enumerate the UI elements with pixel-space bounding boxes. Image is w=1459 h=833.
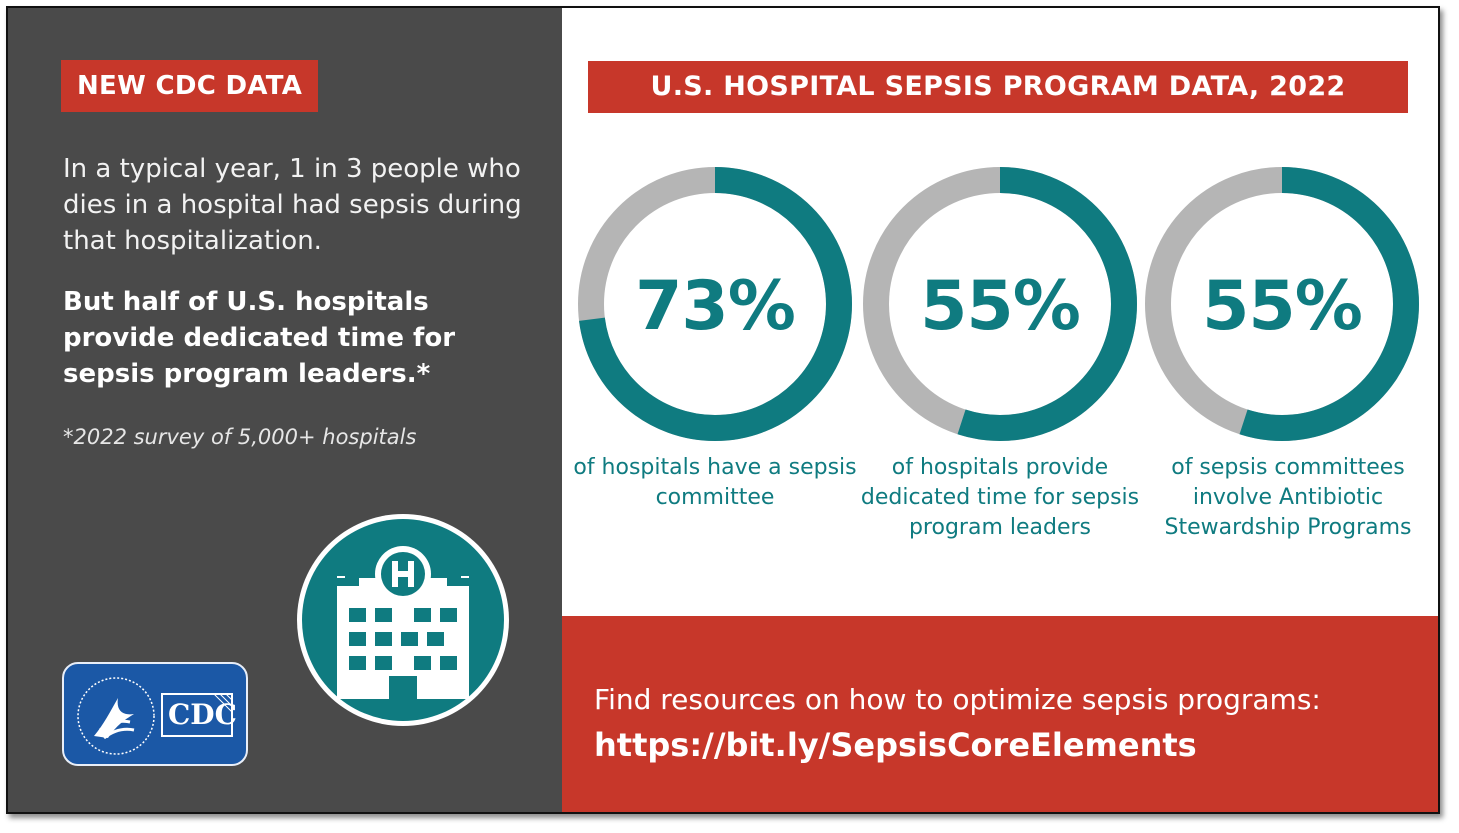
stat-label: of hospitals provide dedicated time for … (860, 455, 1140, 540)
section-title: U.S. HOSPITAL SEPSIS PROGRAM DATA, 2022 (588, 61, 1408, 113)
banner-text: Find resources on how to optimize sepsis… (594, 683, 1321, 716)
donut-progress (578, 167, 852, 441)
intro-text: In a typical year, 1 in 3 people who die… (63, 154, 522, 256)
donut-ring (863, 167, 1137, 441)
stat-label: of sepsis committees involve Antibiotic … (1164, 455, 1412, 540)
left-panel: NEW CDC DATA In a typical year, 1 in 3 p… (8, 8, 562, 812)
stat-committees-antibiotic-stewardship: 55% (1142, 164, 1422, 444)
infographic: NEW CDC DATA In a typical year, 1 in 3 p… (6, 6, 1440, 814)
stat-label: of hospitals have a sepsis committee (573, 455, 857, 510)
donut-progress (863, 167, 1137, 441)
stat-hospitals-sepsis-committee: 73% (575, 164, 855, 444)
hospital-badge (297, 514, 509, 726)
hhs-eagle-icon (77, 677, 233, 755)
resources-link[interactable]: https://bit.ly/SepsisCoreElements (594, 726, 1197, 764)
resources-banner: Find resources on how to optimize sepsis… (562, 616, 1438, 812)
new-data-badge: NEW CDC DATA (61, 60, 319, 112)
hospital-building-icon (302, 519, 504, 721)
stat-value: 55% (1202, 266, 1363, 346)
donut-ring (1145, 167, 1419, 441)
emphasis-text: But half of U.S. hospitals provide dedic… (63, 287, 456, 389)
donut-progress (1145, 167, 1419, 441)
stat-value: 73% (635, 266, 796, 346)
donut-ring (578, 167, 852, 441)
cdc-logo-text: CDC (168, 698, 237, 731)
hhs-cdc-logo: CDC (62, 662, 248, 766)
footnote: *2022 survey of 5,000+ hospitals (63, 425, 417, 449)
stat-hospitals-dedicated-time: 55% (860, 164, 1140, 444)
stat-value: 55% (920, 266, 1081, 346)
